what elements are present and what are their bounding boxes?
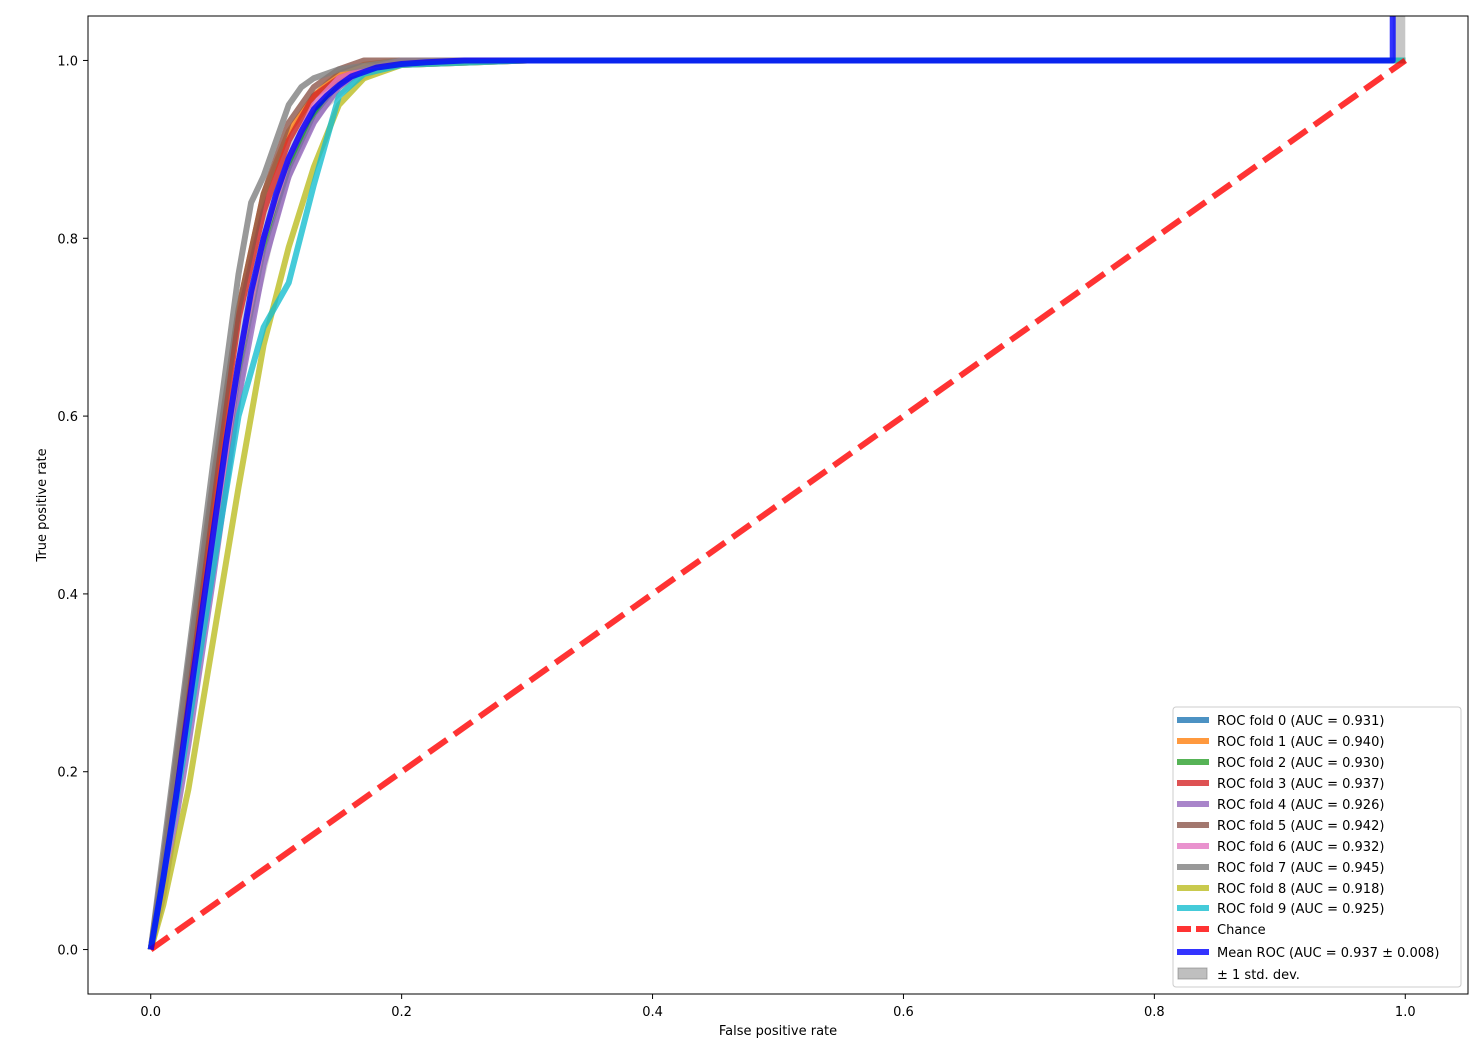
legend-entry-label: ROC fold 0 (AUC = 0.931) (1217, 714, 1384, 729)
legend-entry-label: ROC fold 3 (AUC = 0.937) (1217, 777, 1384, 792)
std-dev-band-edge (1392, 16, 1406, 61)
y-axis-label: True positive rate (35, 448, 50, 562)
legend-swatch-std (1177, 967, 1208, 980)
legend-entry-label: ROC fold 1 (AUC = 0.940) (1217, 735, 1384, 750)
x-tick-label: 0.2 (391, 1005, 412, 1020)
legend-entry-label: ROC fold 4 (AUC = 0.926) (1217, 798, 1384, 813)
legend: ROC fold 0 (AUC = 0.931) ROC fold 1 (AUC … (1172, 706, 1462, 988)
y-tick-label: 0.6 (57, 410, 78, 425)
mean-roc-line (147, 16, 1396, 951)
x-axis-label: False positive rate (719, 1024, 837, 1039)
x-tick-label: 0.4 (642, 1005, 663, 1020)
legend-entry-label: ± 1 std. dev. (1217, 968, 1300, 983)
roc-fold-line-7 (147, 57, 1406, 950)
x-tick-label: 0.0 (140, 1005, 161, 1020)
x-tick-label: 1.0 (1395, 1005, 1416, 1020)
x-tick-label: 0.8 (1144, 1005, 1165, 1020)
y-tick-label: 0.4 (57, 588, 78, 603)
legend-box (1172, 706, 1462, 988)
legend-entry-label: ROC fold 8 (AUC = 0.918) (1217, 882, 1384, 897)
legend-entry-label: ROC fold 7 (AUC = 0.945) (1217, 861, 1384, 876)
legend-entry-label: ROC fold 5 (AUC = 0.942) (1217, 819, 1384, 834)
axes-frame (87, 15, 1469, 995)
legend-entry-label: Chance (1217, 923, 1266, 938)
legend-entry-label: ROC fold 9 (AUC = 0.925) (1217, 902, 1384, 917)
legend-entry-label: Mean ROC (AUC = 0.937 ± 0.008) (1217, 946, 1439, 961)
chance-line (148, 58, 1408, 952)
y-tick-label: 0.8 (57, 232, 78, 247)
legend-entry-label: ROC fold 2 (AUC = 0.930) (1217, 756, 1384, 771)
plot-area (147, 16, 1408, 952)
y-tick-label: 1.0 (57, 54, 78, 69)
axes: 0.0 0.2 0.4 0.6 0.8 1.0 0.0 0.2 0.4 0.6 0.8 1.0 Fals… (35, 15, 1469, 1039)
x-tick-label: 0.6 (893, 1005, 914, 1020)
legend-entry-label: ROC fold 6 (AUC = 0.932) (1217, 840, 1384, 855)
y-tick-label: 0.2 (57, 766, 78, 781)
y-tick-label: 0.0 (57, 944, 78, 959)
